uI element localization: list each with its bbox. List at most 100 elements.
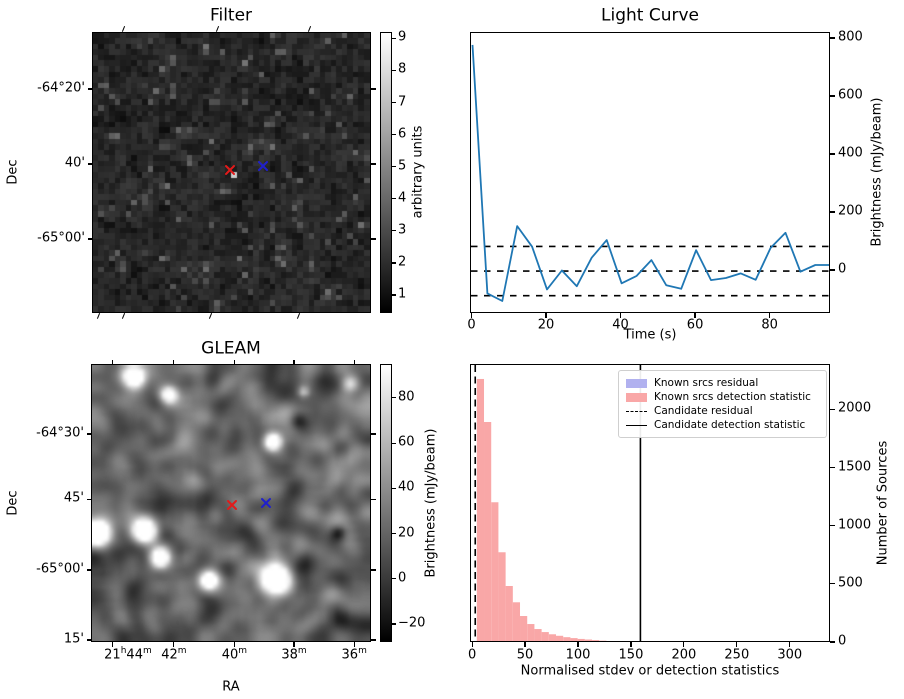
legend-row: Known srcs detection statistic bbox=[626, 390, 819, 404]
tick-mark bbox=[392, 166, 396, 168]
histogram-ytick-label: 1000 bbox=[838, 517, 872, 533]
gleam-ytick-label: 15' bbox=[63, 631, 84, 647]
legend-swatch-known-srcs-detection-statistic bbox=[626, 392, 647, 402]
known-source-marker bbox=[257, 160, 268, 171]
light-curve-xtick-label: 20 bbox=[537, 317, 555, 333]
histogram-ytick-label: 0 bbox=[838, 633, 847, 649]
histogram-xlabel: Normalised stdev or detection statistics bbox=[520, 663, 780, 679]
tick-mark bbox=[392, 69, 396, 72]
tick-mark bbox=[87, 163, 92, 165]
filter-colorbar-tick-label: 4 bbox=[398, 190, 407, 206]
filter-ytick-label: 40' bbox=[64, 155, 85, 171]
filter-colorbar-tick-label: 7 bbox=[398, 94, 407, 110]
legend-label: Known srcs residual bbox=[654, 377, 759, 389]
tick-mark bbox=[830, 408, 835, 410]
histogram-xtick-label: 250 bbox=[724, 647, 750, 663]
tick-mark bbox=[86, 433, 91, 435]
tick-mark bbox=[86, 569, 91, 571]
legend-label: Candidate residual bbox=[654, 405, 753, 417]
tick-mark bbox=[830, 153, 835, 155]
legend-swatch-candidate-detection-statistic bbox=[626, 424, 647, 426]
tick-mark bbox=[630, 642, 632, 647]
tick-mark bbox=[830, 95, 835, 97]
gleam-panel-title: GLEAM bbox=[201, 338, 261, 359]
light-curve-xlabel: Time (s) bbox=[623, 327, 677, 343]
filter-colorbar-tick-label: 5 bbox=[398, 158, 407, 174]
tick-mark bbox=[392, 101, 396, 104]
tick-mark bbox=[371, 433, 376, 435]
light-curve-xtick-label: 80 bbox=[761, 317, 778, 333]
light-curve-ytick-label: 600 bbox=[838, 87, 863, 103]
light-curve-ylabel: Brightness (mJy/beam) bbox=[869, 97, 885, 247]
gleam-colorbar bbox=[380, 364, 392, 642]
gleam-ytick-label: -65°00' bbox=[36, 561, 84, 577]
gleam-xlabel: RA bbox=[222, 679, 240, 695]
tick-mark bbox=[545, 313, 547, 318]
tick-mark bbox=[736, 642, 738, 647]
histogram-ytick-label: 500 bbox=[838, 575, 863, 591]
tick-mark bbox=[371, 569, 376, 571]
tick-mark bbox=[392, 578, 396, 580]
light-curve-xtick-label: 60 bbox=[686, 317, 704, 333]
light-curve-xtick-label: 40 bbox=[612, 317, 629, 333]
tick-mark bbox=[353, 359, 355, 364]
tick-mark bbox=[233, 642, 235, 647]
gleam-colorbar-tick-label: 40 bbox=[398, 479, 415, 495]
gleam-colorbar-tick-label: 60 bbox=[398, 434, 415, 450]
filter-ytick-label: -64°20' bbox=[37, 80, 85, 96]
tick-mark bbox=[577, 642, 579, 647]
light-curve-ytick-label: 0 bbox=[838, 261, 847, 277]
tick-mark bbox=[830, 37, 835, 39]
gleam-colorbar-tick-label: 0 bbox=[398, 570, 407, 586]
tick-mark bbox=[524, 642, 526, 647]
tick-mark bbox=[86, 639, 91, 641]
filter-colorbar bbox=[380, 32, 392, 313]
gleam-image-panel bbox=[91, 364, 371, 642]
light-curve-ytick-label: 800 bbox=[838, 29, 863, 45]
tick-mark bbox=[111, 359, 114, 364]
light-curve-ytick-label: 400 bbox=[838, 145, 863, 161]
tick-mark bbox=[392, 397, 396, 399]
candidate-position-marker bbox=[224, 164, 235, 175]
tick-mark bbox=[683, 642, 685, 647]
tick-mark bbox=[619, 313, 622, 318]
tick-mark bbox=[830, 583, 835, 585]
tick-mark bbox=[830, 211, 835, 213]
legend-swatch-known-srcs-residual bbox=[626, 378, 647, 388]
filter-ytick-label: -65°00' bbox=[37, 230, 85, 246]
tick-mark bbox=[392, 623, 396, 625]
tick-mark bbox=[87, 238, 92, 240]
tick-mark bbox=[392, 230, 396, 232]
histogram-plot bbox=[473, 365, 642, 641]
histogram-xtick-label: 200 bbox=[671, 647, 697, 663]
tick-mark bbox=[392, 442, 396, 444]
gleam-xtick-label: 36m bbox=[341, 646, 367, 663]
tick-mark bbox=[86, 498, 91, 500]
tick-mark bbox=[392, 37, 396, 39]
tick-mark bbox=[789, 642, 791, 647]
tick-mark bbox=[371, 163, 376, 165]
filter-panel-title: Filter bbox=[209, 5, 253, 26]
filter-colorbar-tick-label: 6 bbox=[398, 126, 407, 142]
filter-colorbar-label: arbitrary units bbox=[410, 125, 426, 219]
histogram-ytick-label: 2000 bbox=[838, 400, 872, 416]
tick-mark bbox=[97, 312, 101, 320]
light-curve-title: Light Curve bbox=[601, 5, 699, 26]
legend-swatch-candidate-residual bbox=[626, 410, 647, 412]
tick-mark bbox=[471, 642, 473, 647]
tick-mark bbox=[293, 359, 295, 364]
tick-mark bbox=[173, 642, 175, 647]
tick-mark bbox=[694, 313, 696, 318]
legend-label: Candidate detection statistic bbox=[654, 419, 806, 431]
legend-row: Candidate residual bbox=[626, 404, 819, 418]
tick-mark bbox=[371, 498, 376, 500]
filter-image-panel bbox=[92, 32, 371, 313]
filter-colorbar-tick-label: 2 bbox=[398, 254, 407, 270]
candidate-position-marker bbox=[227, 499, 238, 510]
histogram-xtick-label: 150 bbox=[618, 647, 644, 663]
filter-colorbar-tick-label: 9 bbox=[398, 29, 407, 45]
gleam-colorbar-label: Brightness (mJy/beam) bbox=[423, 428, 439, 578]
tick-mark bbox=[371, 639, 376, 641]
tick-mark bbox=[392, 134, 396, 136]
light-curve-ytick-label: 200 bbox=[838, 203, 863, 219]
